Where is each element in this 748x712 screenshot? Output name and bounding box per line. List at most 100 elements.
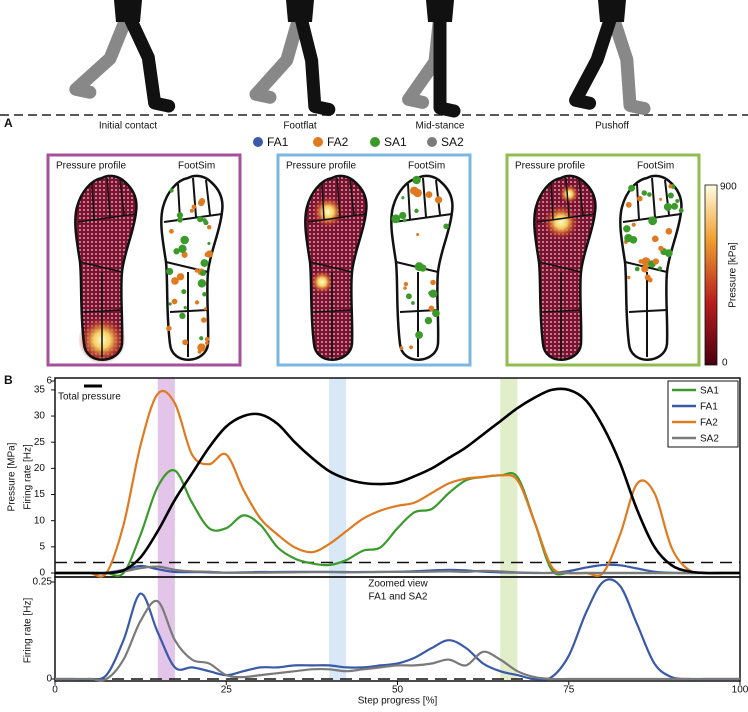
leg (249, 7, 307, 104)
y-tick-label: 20 (34, 463, 46, 474)
afferent-dot (194, 300, 200, 305)
panel-frame (46, 153, 242, 367)
colorbar-max: 900 (720, 182, 737, 193)
afferent-dot (430, 279, 436, 286)
legend-dot (253, 137, 263, 147)
afferent-dot (628, 184, 636, 192)
x-tick-label: 25 (221, 685, 233, 696)
zoom-firing-line (55, 578, 740, 681)
phase-band (329, 378, 347, 680)
panel-right-title: FootSim (637, 161, 674, 172)
afferent-dot (391, 214, 401, 224)
pressure-foot (533, 174, 597, 361)
afferent-dot (659, 197, 663, 201)
phase-band (500, 378, 518, 680)
afferent-dot (647, 192, 652, 197)
afferent-dot (204, 341, 209, 345)
afferent-dot (648, 216, 658, 226)
afferent-dot (206, 224, 212, 230)
afferent-dot (176, 273, 185, 281)
afferent-dot (675, 199, 680, 203)
foot-lines (77, 177, 137, 357)
afferent-dot (641, 265, 649, 273)
afferent-dot (636, 195, 643, 202)
afferent-dot (443, 223, 449, 230)
foot-lines (536, 177, 596, 357)
afferent-dot (207, 241, 211, 245)
afferent-dot (166, 267, 174, 275)
afferent-dot (665, 227, 673, 235)
legend-dot (313, 137, 323, 147)
afferent-dot (663, 202, 672, 211)
foot-outline (533, 174, 597, 361)
footsim-foot (390, 174, 454, 361)
afferent-dot (409, 345, 413, 350)
afferent-dot (414, 208, 419, 214)
afferent-dot (173, 248, 180, 255)
afferent-dot (201, 317, 207, 323)
panel-right-title: FootSim (178, 161, 215, 172)
y-axis-label: Pressure [MPa] (7, 442, 18, 511)
footsim-foot (619, 174, 684, 361)
afferent-dot (652, 258, 659, 265)
hotspot (559, 184, 579, 204)
leg (121, 7, 176, 113)
afferent-dot (197, 350, 202, 354)
zoom-y-tick-label: 0 (46, 674, 52, 685)
afferent-dot (197, 279, 207, 288)
afferent-dot (405, 293, 412, 300)
afferent-dot (181, 251, 188, 258)
afferent-dot (166, 325, 172, 332)
legend-label: FA1 (267, 135, 289, 149)
afferent-dot (428, 305, 435, 312)
afferent-dot (623, 225, 631, 233)
afferent-dot (189, 208, 194, 213)
afferent-dot (191, 204, 197, 210)
afferent-dot (200, 259, 209, 267)
afferent-dot (627, 275, 631, 280)
x-tick-label: 50 (392, 685, 404, 696)
firing-line (54, 389, 740, 578)
colorbar-label: Pressure [kPa] (728, 242, 739, 308)
afferent-dot (177, 217, 183, 223)
afferent-dot (168, 302, 172, 306)
afferent-dot (204, 252, 210, 258)
x-tick-label: 75 (563, 685, 575, 696)
legend-label: FA2 (327, 135, 349, 149)
afferent-dot (668, 184, 673, 189)
afferent-dot (183, 306, 187, 310)
x-axis-label: Step progress [%] (358, 696, 438, 707)
afferent-dot (629, 235, 638, 244)
pressure-legend: Total pressure (58, 392, 121, 403)
afferent-dot (181, 289, 187, 295)
leg (69, 7, 135, 99)
afferent-dot (664, 249, 673, 258)
legend-label: SA1 (384, 135, 407, 149)
afferent-dot (654, 236, 659, 242)
y-tick-label: 5 (39, 541, 45, 552)
afferent-dot (197, 343, 206, 352)
panel-left-title: Pressure profile (56, 161, 126, 172)
y2-axis-label: Firing rate [Hz] (23, 444, 34, 510)
y-tick-label: 25 (34, 437, 46, 448)
legend-dot (370, 137, 380, 147)
afferent-dot (178, 244, 187, 253)
afferent-dot (180, 235, 189, 245)
afferent-dot (399, 346, 404, 351)
afferent-dot (658, 245, 664, 252)
afferent-dot (638, 259, 643, 264)
panel-label: B (4, 373, 13, 387)
x-tick-label: 0 (52, 685, 58, 696)
leg (569, 7, 619, 110)
afferent-dot (179, 312, 186, 320)
foot-lines (307, 177, 367, 357)
afferent-dot (202, 292, 207, 297)
legend-label: FA1 (700, 402, 718, 413)
phase-label: Mid-stance (416, 121, 465, 132)
hotspot (310, 270, 334, 294)
y-tick-label: 30 (34, 411, 46, 422)
afferent-dot (203, 307, 208, 311)
legend-dot (427, 137, 437, 147)
